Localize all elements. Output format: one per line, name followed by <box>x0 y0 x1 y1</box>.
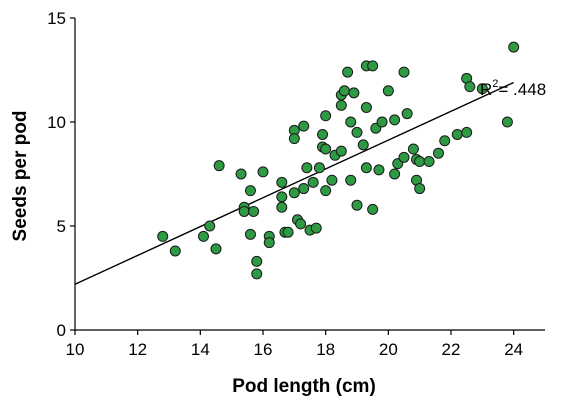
data-point <box>345 174 357 186</box>
y-tick-label: 15 <box>47 9 66 28</box>
data-point <box>169 245 181 257</box>
data-point <box>244 185 256 197</box>
data-point <box>367 60 379 72</box>
x-tick-label: 24 <box>504 340 523 359</box>
data-point <box>398 151 410 163</box>
y-tick-label: 5 <box>57 217 66 236</box>
data-point <box>373 164 385 176</box>
data-point <box>389 114 401 126</box>
data-point <box>263 237 275 249</box>
data-point <box>439 135 451 147</box>
data-point <box>360 162 372 174</box>
data-point <box>204 220 216 232</box>
data-point <box>317 128 329 140</box>
data-point <box>326 174 338 186</box>
data-point <box>357 139 369 151</box>
data-point <box>389 168 401 180</box>
y-axis-title: Seeds per pod <box>10 111 31 242</box>
data-point <box>244 228 256 240</box>
data-point <box>398 66 410 78</box>
x-axis-ticks: 10 12 14 16 18 20 22 24 <box>66 330 523 359</box>
data-point <box>345 116 357 128</box>
r-squared-annotation: R2= .448 <box>480 78 546 99</box>
x-tick-label: 10 <box>66 340 85 359</box>
x-tick-label: 22 <box>442 340 461 359</box>
data-point <box>307 176 319 188</box>
data-point <box>451 128 463 140</box>
x-tick-label: 12 <box>128 340 147 359</box>
data-point <box>276 191 288 203</box>
data-point <box>288 187 300 199</box>
data-point <box>197 230 209 242</box>
x-tick-label: 20 <box>379 340 398 359</box>
x-axis-title: Pod length (cm) <box>232 376 376 397</box>
data-point <box>251 268 263 280</box>
data-point <box>382 85 394 97</box>
data-point <box>423 156 435 168</box>
data-point <box>251 255 263 267</box>
data-point <box>476 83 488 95</box>
data-point <box>320 143 332 155</box>
y-tick-label: 0 <box>57 321 66 340</box>
data-point <box>157 230 169 242</box>
r-squared-superscript: 2 <box>492 78 498 90</box>
data-point <box>298 120 310 132</box>
data-point <box>238 205 250 217</box>
data-point <box>351 126 363 138</box>
data-point <box>351 199 363 211</box>
data-point <box>320 110 332 122</box>
y-axis-ticks: 0 5 10 15 <box>47 9 75 340</box>
data-point <box>407 143 419 155</box>
data-point <box>401 108 413 120</box>
data-point <box>213 160 225 172</box>
data-point <box>257 166 269 178</box>
x-tick-label: 18 <box>316 340 335 359</box>
data-point <box>276 176 288 188</box>
data-point <box>338 85 350 97</box>
r-squared-base: R <box>480 80 492 99</box>
data-point <box>298 183 310 195</box>
data-point <box>301 162 313 174</box>
data-point <box>320 185 332 197</box>
data-point <box>235 168 247 180</box>
data-point <box>414 156 426 168</box>
data-point <box>276 201 288 213</box>
x-tick-label: 16 <box>254 340 273 359</box>
data-points <box>157 41 520 280</box>
data-point <box>248 205 260 217</box>
y-tick-label: 10 <box>47 113 66 132</box>
data-point <box>501 116 513 128</box>
data-point <box>295 218 307 230</box>
trendline <box>74 81 514 285</box>
data-point <box>376 116 388 128</box>
data-point <box>288 133 300 145</box>
data-point <box>360 101 372 113</box>
data-point <box>461 126 473 138</box>
data-point <box>432 147 444 159</box>
data-point <box>335 145 347 157</box>
data-point <box>414 183 426 195</box>
data-point <box>367 203 379 215</box>
x-tick-label: 14 <box>191 340 210 359</box>
data-point <box>210 243 222 255</box>
data-point <box>348 87 360 99</box>
axes: 10 12 14 16 18 20 22 24 0 5 10 15 <box>47 9 545 359</box>
data-point <box>313 162 325 174</box>
data-point <box>282 226 294 238</box>
data-point <box>464 81 476 93</box>
data-point <box>342 66 354 78</box>
r-squared-value: = .448 <box>498 80 546 99</box>
data-point <box>335 99 347 111</box>
data-point <box>310 222 322 234</box>
data-point <box>508 41 520 53</box>
